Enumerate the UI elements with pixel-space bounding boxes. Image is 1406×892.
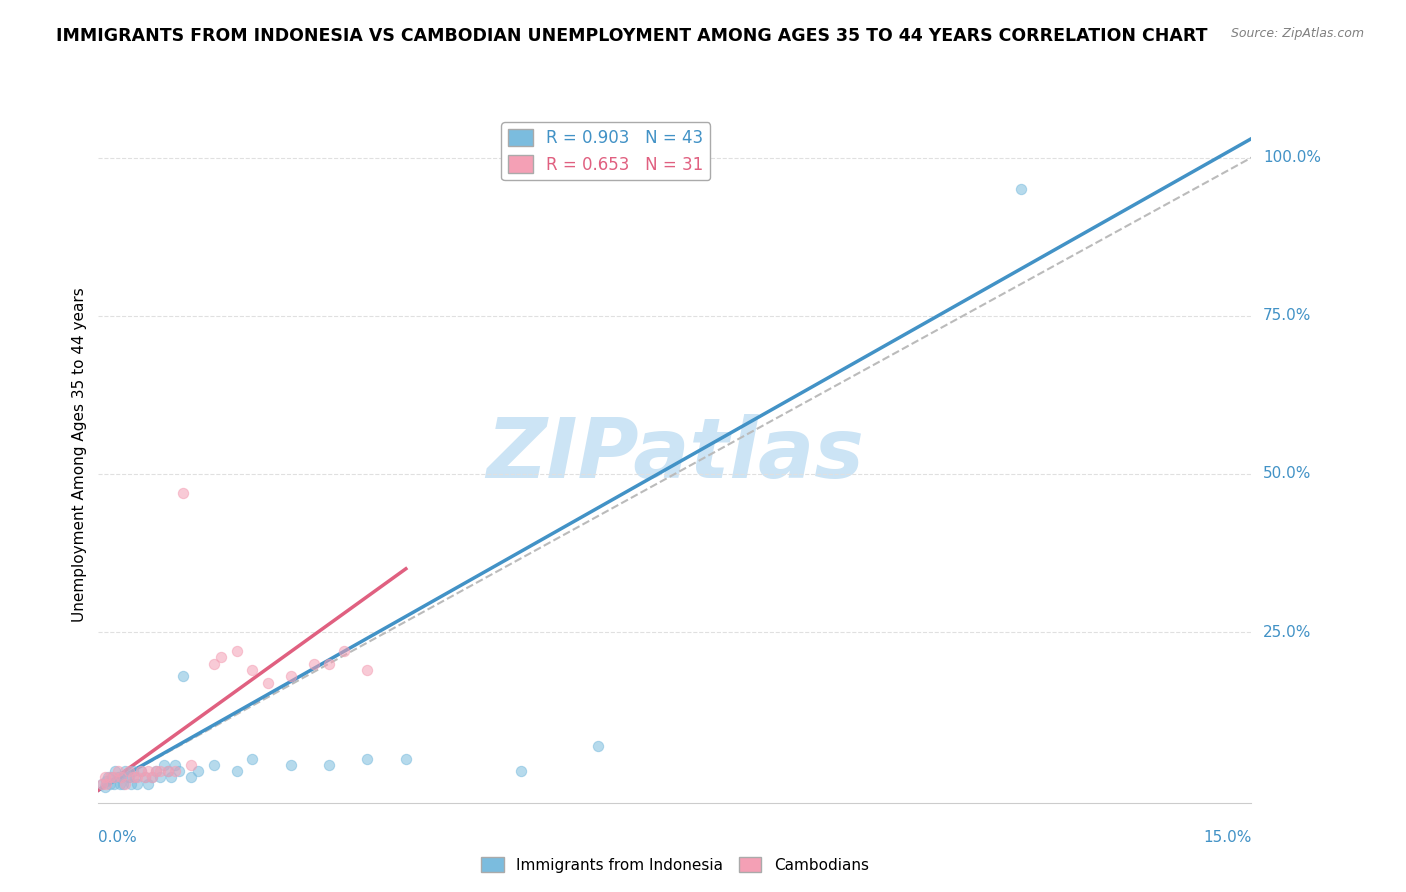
Point — [172, 669, 194, 683]
Point — [98, 771, 121, 785]
Point — [145, 764, 167, 779]
Point — [138, 764, 160, 779]
Point — [160, 771, 183, 785]
Point — [117, 771, 139, 785]
Point — [209, 650, 232, 665]
Point — [356, 663, 378, 677]
Point — [141, 771, 163, 785]
Point — [187, 764, 209, 779]
Y-axis label: Unemployment Among Ages 35 to 44 years: Unemployment Among Ages 35 to 44 years — [72, 287, 87, 623]
Point — [110, 771, 132, 785]
Legend: Immigrants from Indonesia, Cambodians: Immigrants from Indonesia, Cambodians — [475, 850, 875, 879]
Point — [107, 764, 129, 779]
Point — [586, 739, 609, 753]
Point — [356, 751, 378, 765]
Point — [172, 486, 194, 500]
Point — [225, 644, 247, 658]
Point — [165, 757, 187, 772]
Point — [120, 777, 142, 791]
Text: Source: ZipAtlas.com: Source: ZipAtlas.com — [1230, 27, 1364, 40]
Text: IMMIGRANTS FROM INDONESIA VS CAMBODIAN UNEMPLOYMENT AMONG AGES 35 TO 44 YEARS CO: IMMIGRANTS FROM INDONESIA VS CAMBODIAN U… — [56, 27, 1208, 45]
Point — [149, 764, 172, 779]
Text: 100.0%: 100.0% — [1263, 150, 1320, 165]
Point — [111, 777, 134, 791]
Point — [141, 771, 163, 785]
Point — [318, 657, 340, 671]
Point — [138, 777, 160, 791]
Point — [165, 764, 187, 779]
Point — [118, 764, 141, 779]
Point — [202, 757, 225, 772]
Point — [302, 657, 325, 671]
Point — [93, 771, 115, 785]
Point — [129, 764, 152, 779]
Point — [240, 751, 263, 765]
Text: 75.0%: 75.0% — [1263, 309, 1312, 323]
Point — [125, 771, 148, 785]
Point — [124, 771, 146, 785]
Point — [98, 777, 121, 791]
Point — [134, 771, 156, 785]
Text: 25.0%: 25.0% — [1263, 624, 1312, 640]
Point — [108, 777, 131, 791]
Point — [101, 771, 124, 785]
Point — [103, 777, 125, 791]
Text: 0.0%: 0.0% — [98, 830, 138, 845]
Point — [118, 771, 141, 785]
Point — [156, 764, 179, 779]
Point — [145, 764, 167, 779]
Text: 15.0%: 15.0% — [1204, 830, 1251, 845]
Point — [167, 764, 190, 779]
Point — [93, 780, 115, 794]
Point — [318, 757, 340, 772]
Point — [240, 663, 263, 677]
Point — [395, 751, 418, 765]
Point — [129, 764, 152, 779]
Point — [94, 773, 117, 788]
Point — [104, 764, 127, 779]
Point — [149, 771, 172, 785]
Point — [94, 777, 117, 791]
Point — [280, 757, 302, 772]
Point — [152, 757, 174, 772]
Point — [180, 771, 202, 785]
Point — [114, 764, 136, 779]
Point — [256, 675, 278, 690]
Point — [134, 771, 156, 785]
Point — [114, 777, 136, 791]
Text: 50.0%: 50.0% — [1263, 467, 1312, 482]
Point — [91, 777, 114, 791]
Point — [91, 777, 114, 791]
Text: ZIPatlas: ZIPatlas — [486, 415, 863, 495]
Point — [202, 657, 225, 671]
Point — [110, 771, 132, 785]
Point — [97, 771, 120, 785]
Point — [125, 777, 148, 791]
Point — [156, 764, 179, 779]
Point — [510, 764, 533, 779]
Point — [180, 757, 202, 772]
Point — [122, 764, 145, 779]
Point — [1010, 182, 1032, 196]
Point — [280, 669, 302, 683]
Point — [333, 644, 356, 658]
Point — [225, 764, 247, 779]
Point — [122, 771, 145, 785]
Point — [107, 771, 129, 785]
Point — [103, 771, 125, 785]
